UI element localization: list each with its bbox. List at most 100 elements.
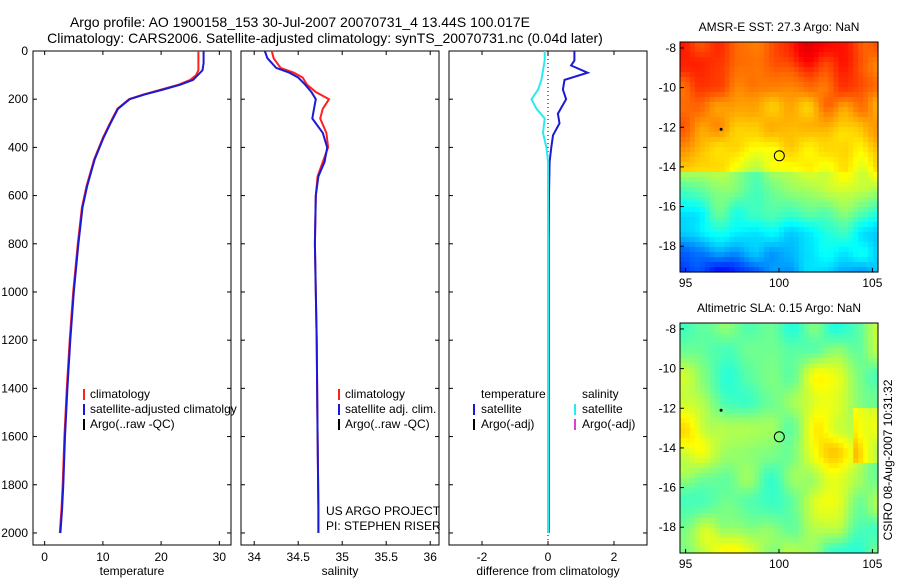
heatmap-cell bbox=[734, 72, 740, 78]
heatmap-cell bbox=[813, 543, 820, 549]
heatmap-cell bbox=[744, 348, 750, 354]
heatmap-cell bbox=[853, 463, 859, 469]
heatmap-cell bbox=[680, 428, 686, 434]
heatmap-cell bbox=[759, 343, 765, 349]
heatmap-cell bbox=[858, 107, 864, 113]
heatmap-cell bbox=[689, 57, 696, 63]
heatmap-cell bbox=[873, 408, 879, 414]
heatmap-cell bbox=[719, 97, 726, 103]
heatmap-cell bbox=[818, 187, 825, 193]
heatmap-cell bbox=[793, 127, 800, 133]
heatmap-cell bbox=[818, 323, 825, 329]
heatmap-cell bbox=[754, 267, 760, 273]
heatmap-cell bbox=[803, 448, 810, 454]
heatmap-cell bbox=[808, 247, 815, 253]
heatmap-cell bbox=[808, 348, 815, 354]
plot-frame bbox=[32, 50, 232, 546]
heatmap-cell bbox=[843, 383, 849, 389]
heatmap-cell bbox=[719, 548, 726, 554]
heatmap-cell bbox=[833, 172, 839, 178]
heatmap-cell bbox=[818, 212, 825, 218]
heatmap-cell bbox=[863, 192, 869, 198]
heatmap-cell bbox=[813, 192, 820, 198]
heatmap-cell bbox=[783, 67, 790, 73]
heatmap-cell bbox=[838, 237, 844, 243]
heatmap-cell bbox=[853, 262, 859, 268]
heatmap-cell bbox=[843, 338, 849, 344]
heatmap-cell bbox=[818, 513, 825, 519]
heatmap-cell bbox=[873, 242, 879, 248]
heatmap-cell bbox=[833, 252, 839, 258]
heatmap-cell bbox=[818, 368, 825, 374]
heatmap-cell bbox=[803, 518, 810, 524]
heatmap-cell bbox=[699, 72, 706, 78]
heatmap-cell bbox=[848, 92, 854, 98]
heatmap-cell bbox=[823, 227, 830, 233]
heatmap-cell bbox=[808, 433, 815, 439]
heatmap-cell bbox=[858, 513, 864, 519]
heatmap-cell bbox=[714, 538, 721, 544]
heatmap-cell bbox=[823, 498, 830, 504]
heatmap-cell bbox=[680, 182, 686, 188]
heatmap-cell bbox=[868, 343, 874, 349]
heatmap-cell bbox=[858, 212, 864, 218]
heatmap-cell bbox=[838, 207, 844, 213]
heatmap-cell bbox=[724, 212, 731, 218]
heatmap-cell bbox=[848, 42, 854, 48]
heatmap-cell bbox=[769, 182, 775, 188]
heatmap-cell bbox=[868, 92, 874, 98]
heatmap-cell bbox=[823, 508, 830, 514]
heatmap-cell bbox=[853, 142, 859, 148]
heatmap-cell bbox=[754, 102, 760, 108]
heatmap-cell bbox=[754, 473, 760, 479]
heatmap-cell bbox=[848, 102, 854, 108]
heatmap-cell bbox=[764, 448, 770, 454]
heatmap-cell bbox=[709, 242, 716, 248]
heatmap-cell bbox=[680, 262, 686, 268]
heatmap-cell bbox=[779, 207, 785, 213]
heatmap-cell bbox=[793, 257, 800, 263]
heatmap-cell bbox=[709, 418, 716, 424]
heatmap-cell bbox=[759, 182, 765, 188]
heatmap-cell bbox=[744, 533, 750, 539]
heatmap-cell bbox=[759, 162, 765, 168]
heatmap-cell bbox=[803, 458, 810, 464]
heatmap-cell bbox=[694, 42, 701, 48]
heatmap-cell bbox=[759, 548, 765, 554]
heatmap-cell bbox=[699, 42, 706, 48]
heatmap-cell bbox=[689, 92, 696, 98]
heatmap-cell bbox=[808, 513, 815, 519]
heatmap-cell bbox=[774, 267, 780, 273]
heatmap-cell bbox=[788, 328, 795, 334]
heatmap-cell bbox=[868, 368, 874, 374]
heatmap-cell bbox=[843, 458, 849, 464]
heatmap-cell bbox=[769, 443, 775, 449]
heatmap-cell bbox=[759, 142, 765, 148]
heatmap-cell bbox=[749, 548, 755, 554]
heatmap-cell bbox=[729, 62, 736, 68]
heatmap-cell bbox=[863, 353, 869, 359]
heatmap-cell bbox=[833, 518, 839, 524]
heatmap-cell bbox=[734, 207, 740, 213]
heatmap-cell bbox=[853, 468, 859, 474]
heatmap-cell bbox=[734, 257, 740, 263]
heatmap-cell bbox=[838, 77, 844, 83]
heatmap-cell bbox=[729, 338, 736, 344]
heatmap-cell bbox=[788, 523, 795, 529]
heatmap-cell bbox=[828, 473, 835, 479]
heatmap-cell bbox=[793, 192, 800, 198]
heatmap-cell bbox=[828, 257, 835, 263]
heatmap-cell bbox=[798, 182, 805, 188]
heatmap-cell bbox=[783, 383, 790, 389]
heatmap-cell bbox=[788, 267, 795, 273]
heatmap-cell bbox=[704, 92, 711, 98]
heatmap-cell bbox=[823, 393, 830, 399]
heatmap-cell bbox=[744, 192, 750, 198]
heatmap-cell bbox=[739, 373, 745, 379]
heatmap-cell bbox=[868, 67, 874, 73]
heatmap-cell bbox=[868, 237, 874, 243]
heatmap-cell bbox=[754, 538, 760, 544]
heatmap-cell bbox=[793, 137, 800, 143]
heatmap-cell bbox=[823, 187, 830, 193]
heatmap-cell bbox=[838, 192, 844, 198]
